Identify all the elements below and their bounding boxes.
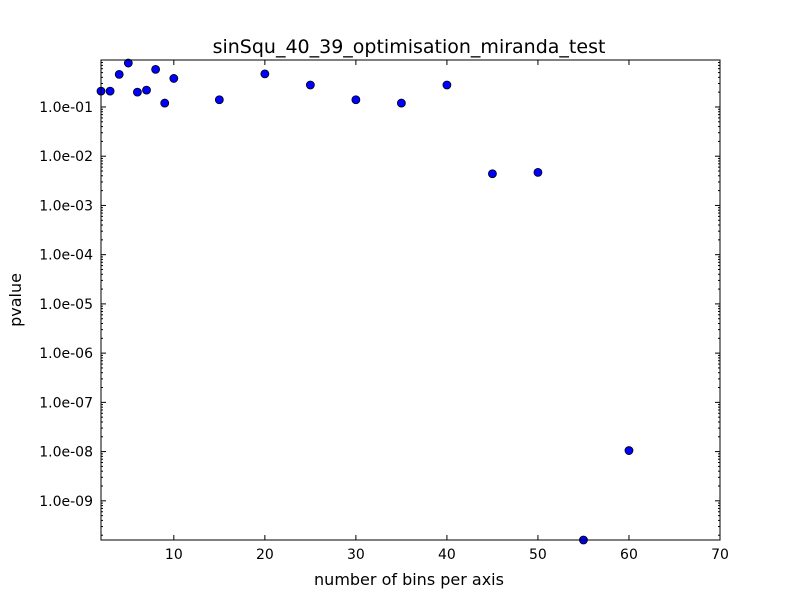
y-tick-label: 1.0e-06 xyxy=(39,346,93,362)
data-point xyxy=(160,98,170,108)
data-point xyxy=(351,95,361,105)
y-tick-label: 1.0e-05 xyxy=(39,297,93,313)
x-tick-label: 70 xyxy=(711,547,729,563)
y-tick-label: 1.0e-02 xyxy=(39,149,93,165)
data-point xyxy=(442,80,452,90)
y-axis-label: pvalue xyxy=(6,273,25,327)
data-point xyxy=(123,58,133,68)
chart-title: sinSqu_40_39_optimisation_miranda_test xyxy=(213,36,606,58)
data-point xyxy=(260,69,270,79)
data-point xyxy=(142,85,151,95)
data-point xyxy=(214,95,224,105)
data-point xyxy=(488,169,497,179)
data-point xyxy=(114,69,124,79)
data-point xyxy=(133,87,142,97)
x-tick-label: 60 xyxy=(620,547,638,563)
data-point xyxy=(305,80,315,90)
data-point xyxy=(151,64,161,74)
data-point xyxy=(396,98,406,108)
y-tick-label: 1.0e-09 xyxy=(39,494,93,510)
plot-frame xyxy=(100,59,721,541)
y-tick-label: 1.0e-07 xyxy=(39,395,93,411)
data-point xyxy=(533,167,543,177)
x-tick-label: 30 xyxy=(347,547,365,563)
x-axis-label: number of bins per axis xyxy=(314,570,504,589)
y-tick-label: 1.0e-08 xyxy=(39,445,93,461)
x-tick-label: 50 xyxy=(529,547,547,563)
y-tick-label: 1.0e-03 xyxy=(39,198,93,214)
y-tick-label: 1.0e-04 xyxy=(39,248,93,264)
data-point xyxy=(105,86,115,96)
x-tick-label: 20 xyxy=(256,547,274,563)
data-point xyxy=(169,74,179,83)
x-tick-label: 10 xyxy=(165,547,183,563)
y-tick-label: 1.0e-01 xyxy=(39,100,93,116)
x-tick-label: 40 xyxy=(438,547,456,563)
data-point xyxy=(624,446,634,455)
